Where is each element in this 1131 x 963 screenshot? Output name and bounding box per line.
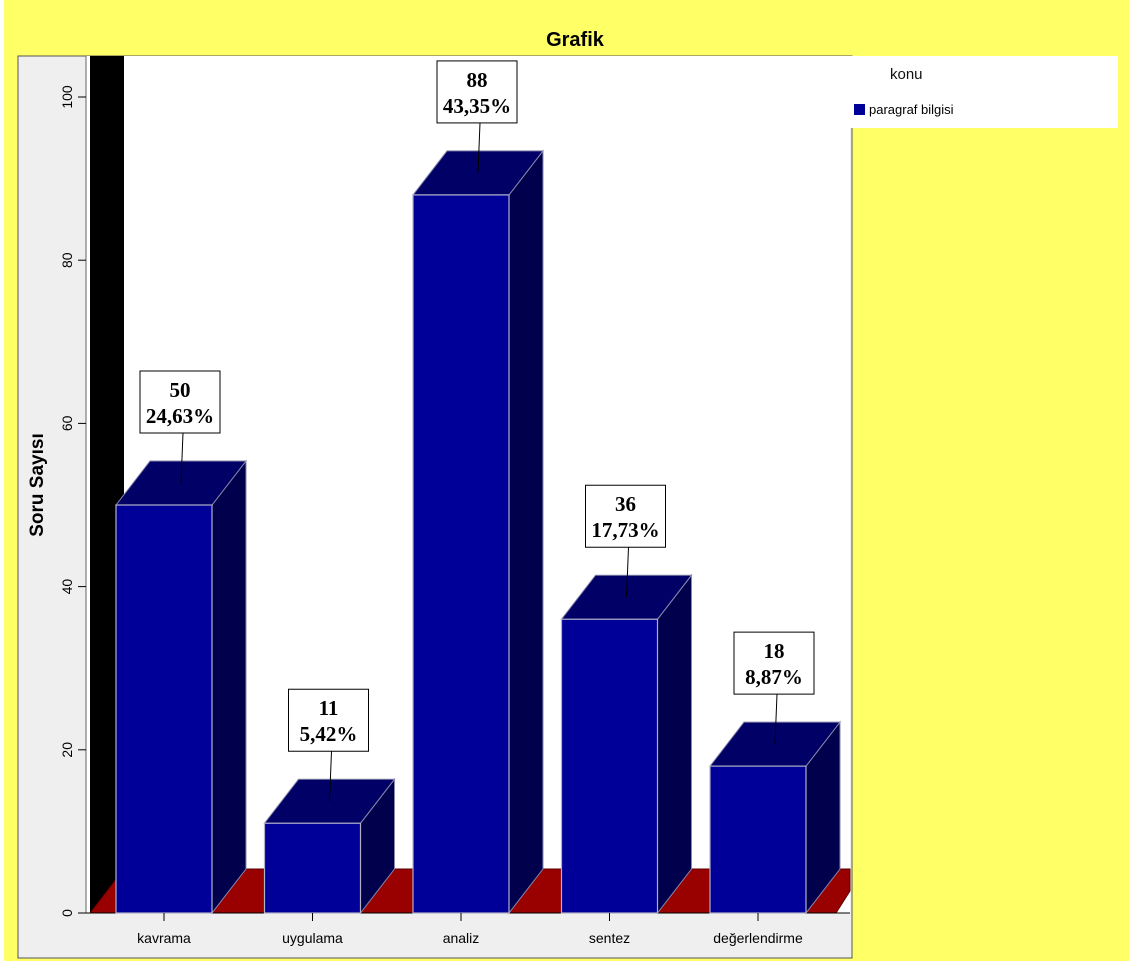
bar-uygulama — [263, 822, 362, 914]
y-axis-label: Soru Sayısı — [27, 433, 48, 537]
data-label-box — [436, 60, 518, 124]
y-tick-label: 0 — [59, 909, 75, 917]
chart-window: Grafik 0 20 40 60 80 100 kavrama 50 24,63% uygula… — [4, 0, 1129, 961]
data-label-percent: 24,63% — [146, 404, 214, 428]
bar-side — [657, 573, 692, 915]
data-label-box — [288, 688, 369, 752]
data-label-value: 50 — [170, 378, 191, 402]
bar-side — [508, 149, 544, 915]
y-tick-label: 80 — [59, 252, 75, 268]
data-label-value: 11 — [319, 696, 339, 720]
data-label-box — [585, 484, 666, 548]
legend-item-label: paragraf bilgisi — [869, 102, 954, 117]
data-label-value: 18 — [764, 639, 785, 663]
data-label-value: 88 — [467, 68, 488, 92]
bar-sentez — [560, 618, 659, 914]
data-label-percent: 5,42% — [300, 722, 358, 746]
data-label-leader — [626, 547, 629, 598]
x-tick-label: değerlendirme — [713, 930, 803, 946]
y-tick-label: 40 — [59, 579, 75, 595]
data-label-leader — [329, 751, 332, 802]
y-tick-label: 60 — [59, 415, 75, 431]
bar-side — [211, 459, 247, 915]
x-tick-label: sentez — [589, 930, 630, 946]
data-label-box — [139, 370, 221, 434]
x-tick-label: uygulama — [282, 930, 343, 946]
x-tick-label: analiz — [443, 930, 480, 946]
legend-swatch — [854, 104, 865, 115]
data-label-value: 36 — [615, 492, 636, 516]
legend-item-paragraf-bilgisi: paragraf bilgisi — [854, 102, 954, 117]
legend-title: konu — [890, 66, 923, 83]
bar-analiz — [412, 194, 510, 914]
data-label-percent: 8,87% — [745, 665, 803, 689]
chart-title: Grafik — [546, 29, 605, 51]
bar-değerlendirme — [709, 765, 807, 914]
x-tick-label: kavrama — [137, 930, 191, 946]
y-tick-label: 20 — [59, 742, 75, 758]
data-label-leader — [477, 122, 481, 173]
bar-kavrama — [115, 504, 213, 914]
data-label-percent: 17,73% — [591, 518, 659, 542]
data-label-leader — [180, 432, 184, 484]
data-label-box — [733, 631, 815, 695]
data-label-percent: 43,35% — [443, 94, 511, 118]
legend: konu paragraf bilgisi — [850, 56, 1118, 128]
y-tick-label: 100 — [59, 85, 75, 109]
data-label-leader — [774, 694, 778, 745]
